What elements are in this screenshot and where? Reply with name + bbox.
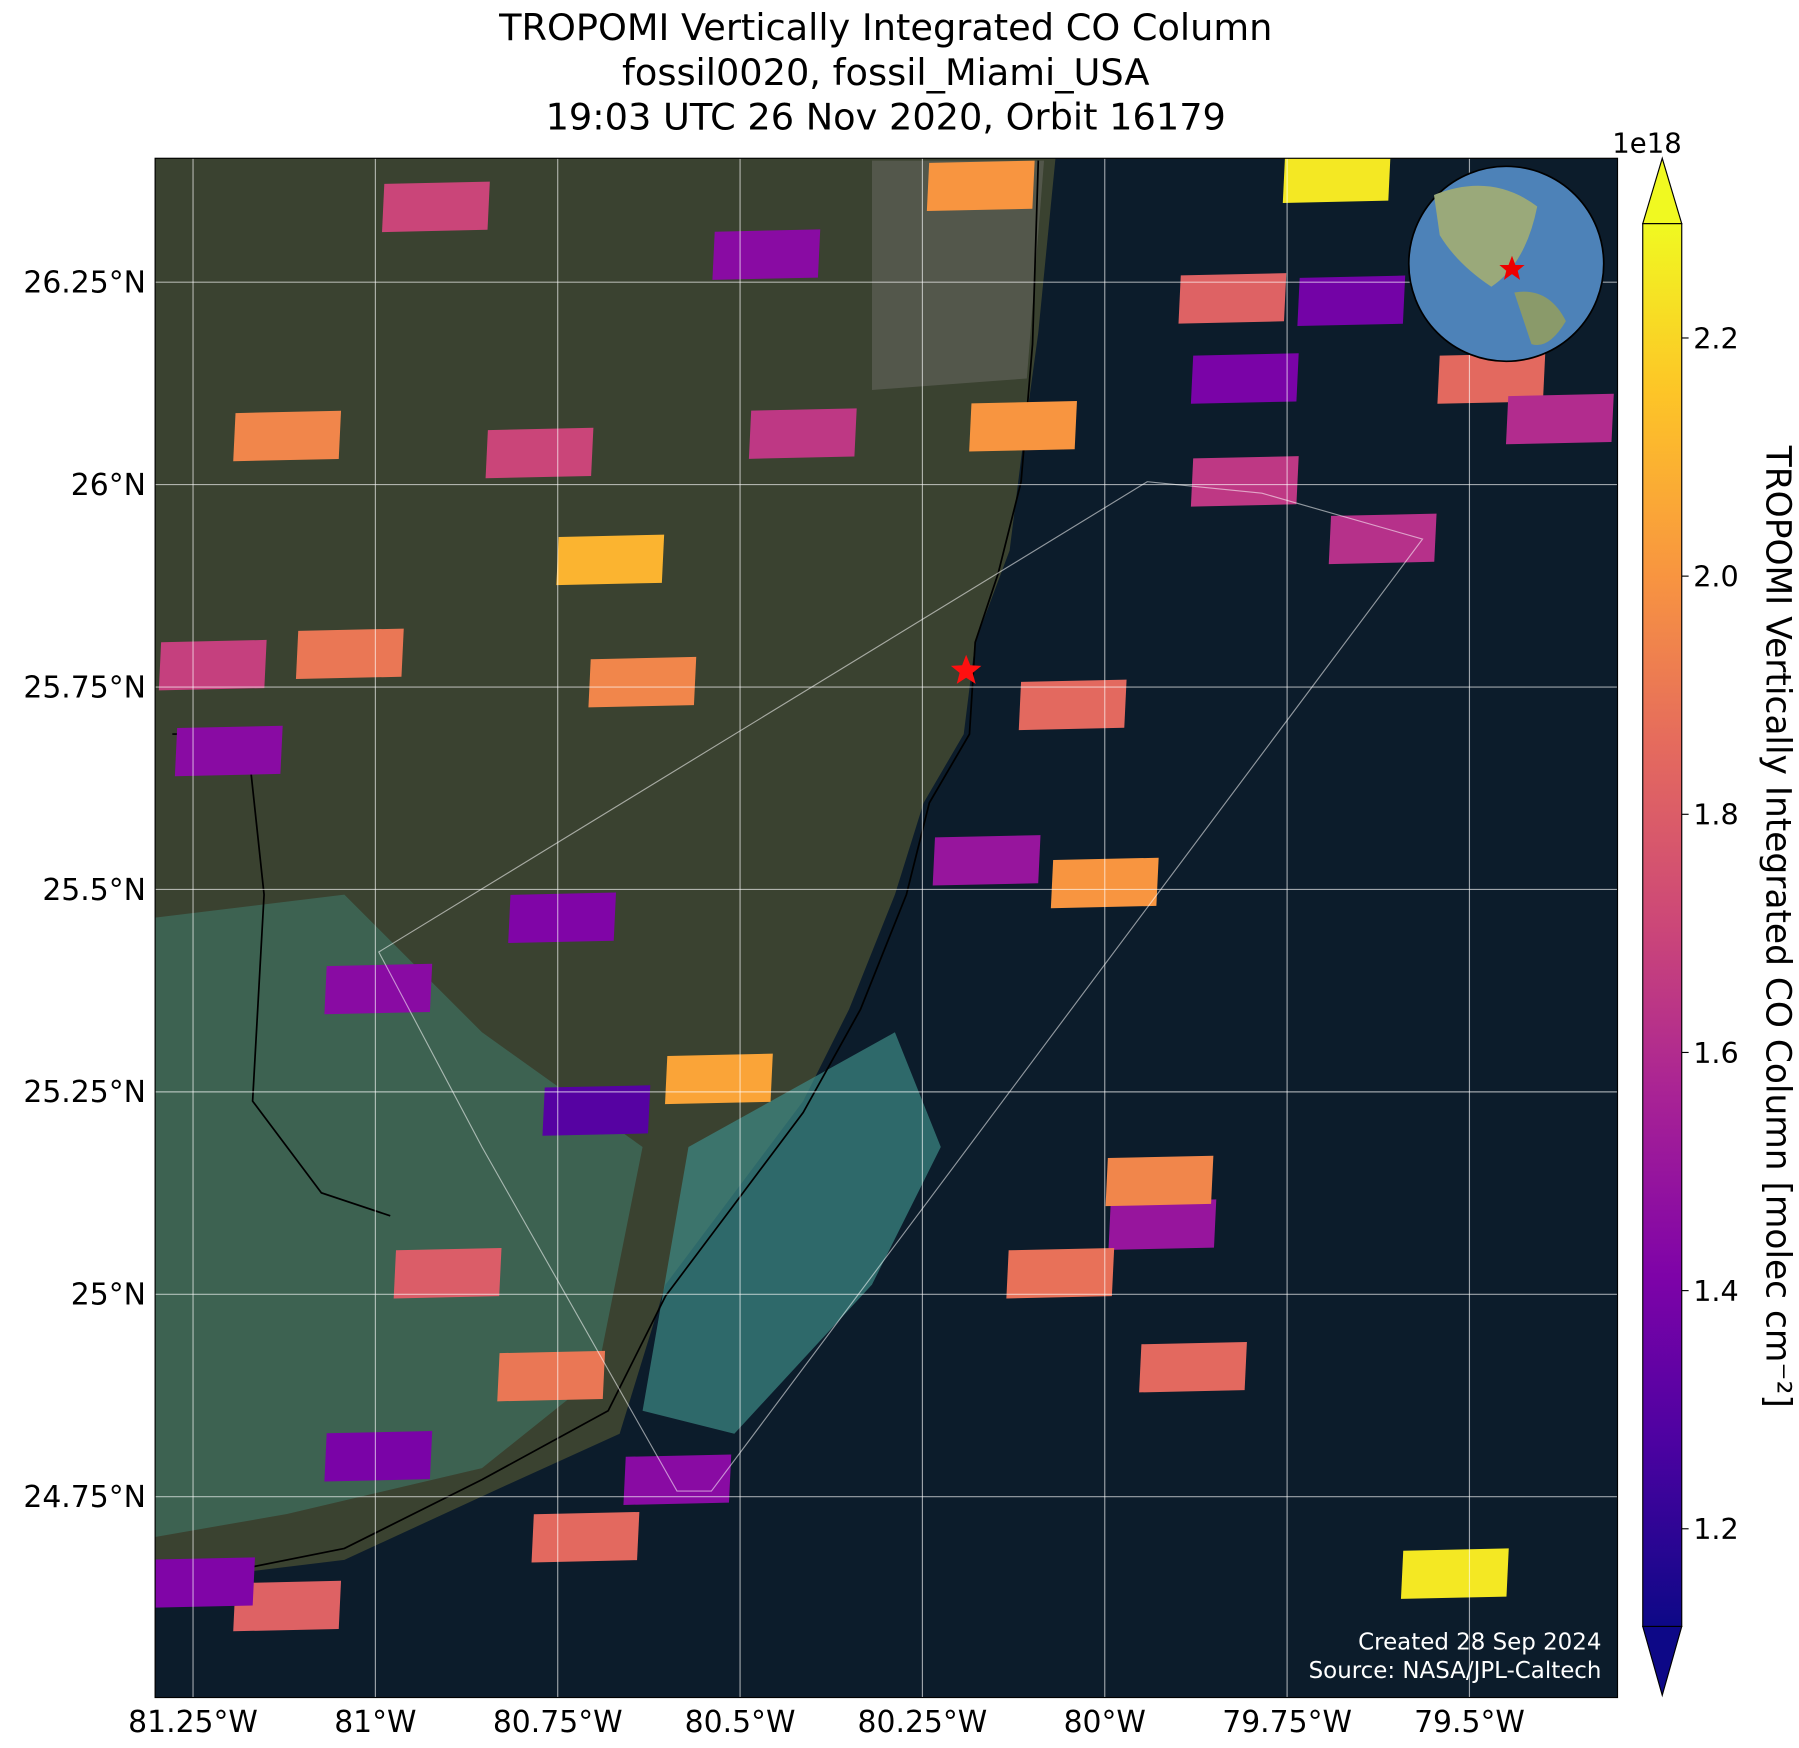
globe-target-star: [1499, 255, 1525, 280]
pixel-layer: [155, 158, 1614, 1632]
co-pixel: [531, 1511, 640, 1563]
y-tick-label: 25°N: [71, 1278, 146, 1313]
y-tick-label: 26.25°N: [23, 265, 146, 300]
colorbar-label: TROPOMI Vertically Integrated CO Column …: [1758, 445, 1798, 1408]
co-pixel: [748, 408, 857, 459]
colorbar-exponent: 1e18: [1612, 128, 1681, 160]
co-pixel: [158, 639, 267, 691]
target-mode-footprints: [378, 481, 1424, 1492]
y-tick-label: 25.75°N: [23, 670, 146, 705]
y-tick-label: 26°N: [71, 468, 146, 503]
co-pixel: [1437, 353, 1546, 404]
colorbar-tick-label: 2.2: [1693, 321, 1739, 355]
x-tick-label: 79.75°W: [1222, 1705, 1352, 1740]
title-line: TROPOMI Vertically Integrated CO Column: [498, 6, 1272, 49]
co-pixel: [174, 725, 283, 777]
y-tick-label: 24.75°N: [23, 1480, 146, 1515]
co-pixel: [155, 1557, 255, 1608]
co-pixel: [1006, 1248, 1115, 1299]
colorbar-extend-min: [1641, 1625, 1683, 1698]
co-pixel: [1400, 1548, 1509, 1599]
x-tick-label: 81°W: [334, 1705, 416, 1740]
y-tick-label: 25.25°N: [23, 1075, 146, 1110]
co-pixel: [1139, 1341, 1247, 1393]
x-tick-label: 80.75°W: [493, 1705, 623, 1740]
co-pixel: [1178, 273, 1287, 324]
title-line: 19:03 UTC 26 Nov 2020, Orbit 16179: [546, 96, 1226, 139]
map-frame: [154, 157, 1619, 1699]
co-pixel: [1105, 1155, 1214, 1207]
globe-inset: [1407, 165, 1605, 363]
colorbar: 1e18 1.2 1.4 1.6 1.8 2.0 2.2: [1612, 128, 1739, 1698]
co-pixel: [1282, 158, 1391, 203]
colorbar-tick-label: 1.6: [1693, 1036, 1739, 1070]
co-pixel: [324, 963, 433, 1015]
co-pixel: [542, 1085, 651, 1136]
co-pixel: [485, 427, 594, 479]
co-pixel: [1328, 513, 1437, 565]
shallow-water: [642, 1032, 941, 1434]
x-tick-label: 79.5°W: [1414, 1705, 1525, 1740]
co-pixel: [556, 534, 665, 586]
co-pixel: [1297, 275, 1406, 327]
co-pixel: [1190, 353, 1299, 404]
x-tick-label: 81.25°W: [128, 1705, 258, 1740]
co-pixel: [382, 181, 490, 233]
co-pixel: [926, 160, 1035, 212]
co-pixel: [623, 1454, 732, 1505]
colorbar-tick-label: 1.4: [1693, 1274, 1739, 1308]
urban-area: [871, 160, 1045, 390]
map-area: Created 28 Sep 2024 Source: NASA/JPL-Cal…: [155, 158, 1618, 1698]
co-pixel: [1018, 679, 1127, 731]
x-tick-label: 80°W: [1064, 1705, 1146, 1740]
co-pixel: [1505, 393, 1614, 445]
co-pixel: [932, 835, 1041, 886]
grid-layer: [155, 158, 1618, 1698]
x-tick-label: 80.5°W: [685, 1705, 796, 1740]
co-pixel: [1190, 456, 1299, 507]
title-line: fossil0020, fossil_Miami_USA: [622, 51, 1150, 94]
co-pixel: [497, 1350, 606, 1402]
co-pixel: [665, 1053, 773, 1105]
y-tick-label: 25.5°N: [42, 873, 146, 908]
co-pixel: [588, 656, 697, 708]
co-pixel: [1108, 1199, 1217, 1250]
co-pixel: [324, 1431, 433, 1482]
co-pixel: [393, 1248, 502, 1299]
coastline: [172, 160, 1040, 1584]
colorbar-tick-label: 1.8: [1693, 798, 1739, 832]
co-pixel: [233, 410, 342, 462]
co-pixel: [508, 892, 617, 944]
credit-line: Created 28 Sep 2024: [1358, 1629, 1601, 1655]
colorbar-bar: [1642, 223, 1683, 1627]
colorbar-tick-label: 1.2: [1693, 1512, 1739, 1546]
co-pixel: [969, 401, 1077, 452]
colorbar-extend-max: [1641, 156, 1683, 225]
co-pixel: [295, 628, 404, 680]
credit-line: Source: NASA/JPL-Caltech: [1309, 1658, 1602, 1684]
co-pixel: [233, 1580, 342, 1632]
target-star: [950, 654, 982, 684]
x-tick-label: 80.25°W: [858, 1705, 988, 1740]
globe-land: [1514, 291, 1566, 346]
colorbar-tick-label: 2.0: [1693, 559, 1739, 593]
co-pixel: [712, 229, 821, 280]
